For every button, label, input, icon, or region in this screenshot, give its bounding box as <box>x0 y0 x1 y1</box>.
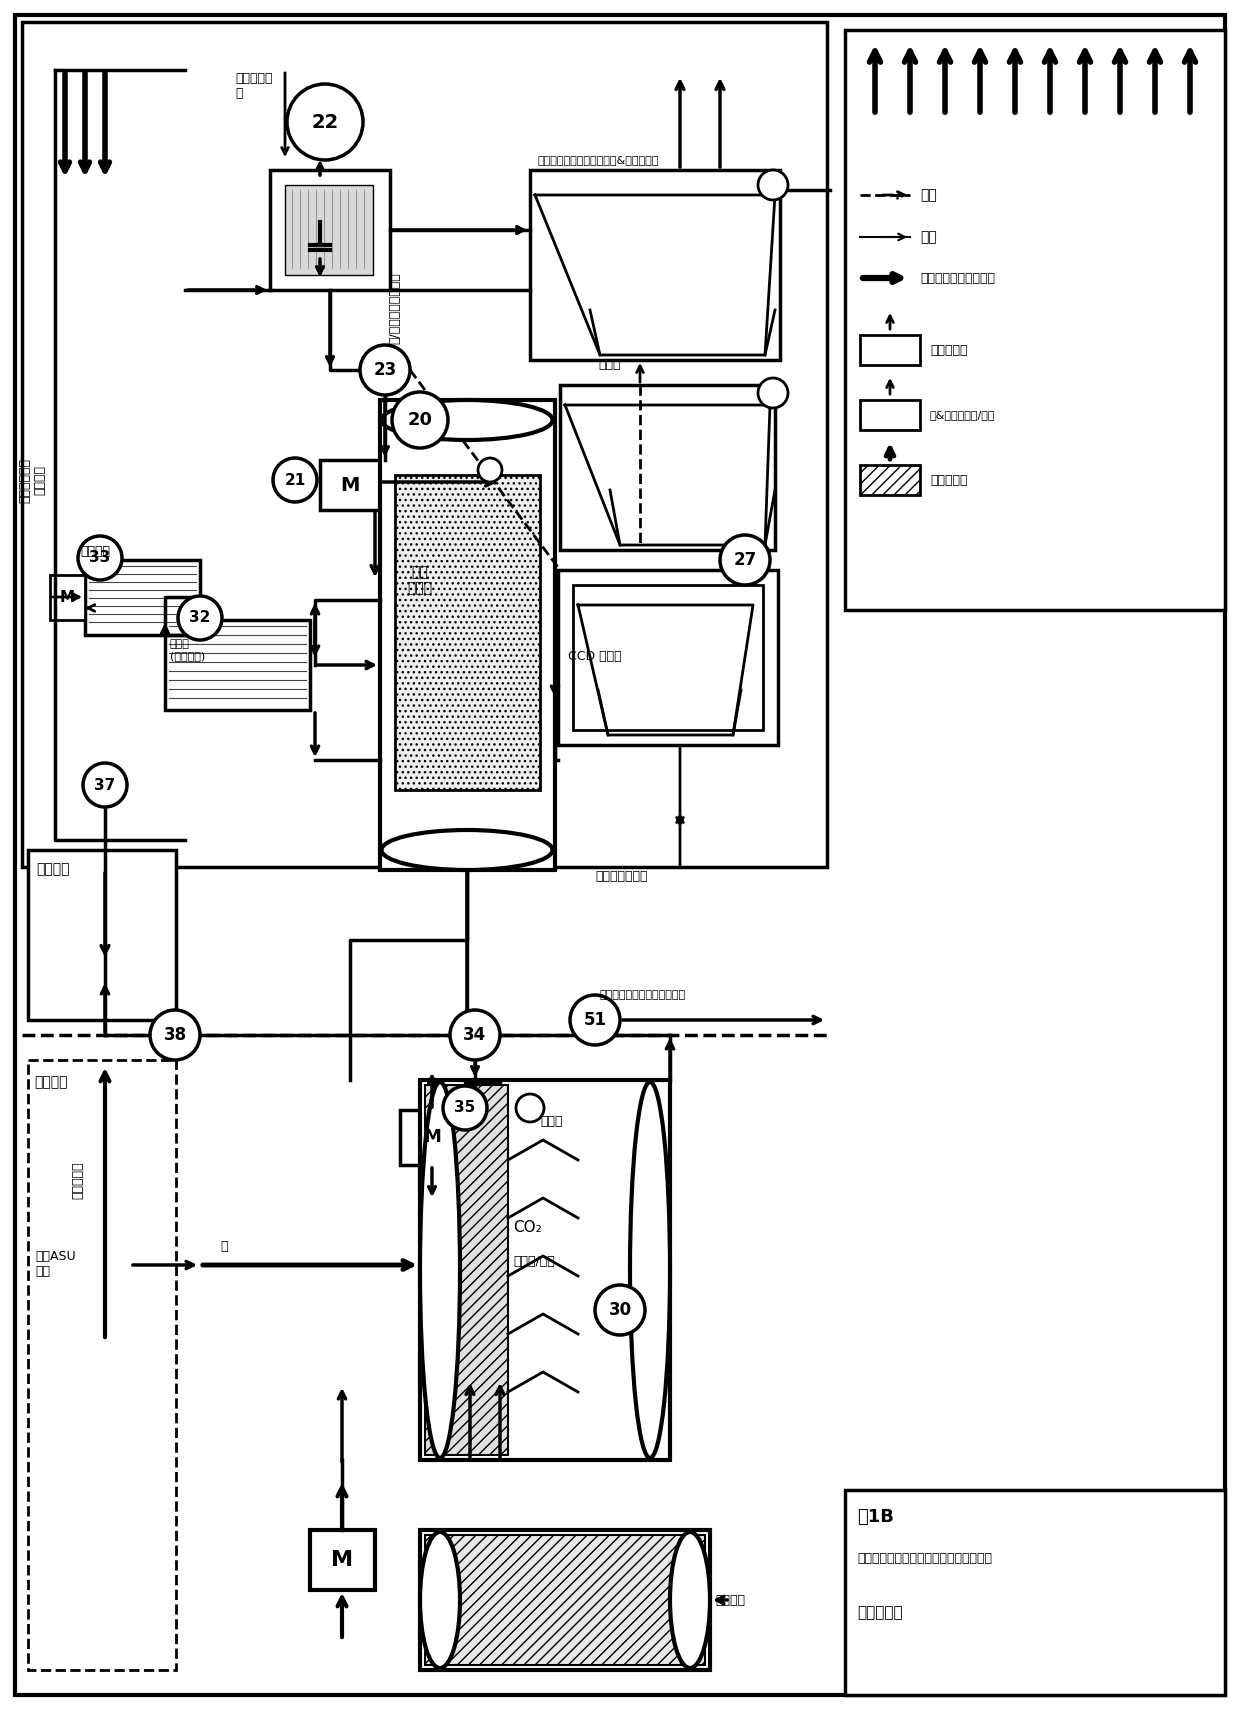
Circle shape <box>150 1009 200 1061</box>
Text: 水气: 水气 <box>920 229 936 245</box>
Bar <box>861 465 920 494</box>
Circle shape <box>78 536 122 580</box>
Bar <box>320 460 379 510</box>
Circle shape <box>443 1086 487 1129</box>
Circle shape <box>360 346 410 395</box>
Bar <box>560 385 775 549</box>
Text: 21: 21 <box>284 472 305 488</box>
Bar <box>22 22 827 867</box>
Text: 32: 32 <box>190 611 211 626</box>
Ellipse shape <box>420 1081 460 1458</box>
Text: 23: 23 <box>373 361 397 380</box>
Bar <box>420 1080 670 1459</box>
Bar <box>396 476 539 790</box>
Circle shape <box>286 84 363 161</box>
Text: 33: 33 <box>89 551 110 566</box>
Text: 补充碳盐溶
液: 补充碳盐溶 液 <box>236 72 273 99</box>
Text: 在岩石矿: 在岩石矿 <box>36 862 69 876</box>
Bar <box>844 31 1225 611</box>
Text: 伴放、至氧化板产物制造设施: 伴放、至氧化板产物制造设施 <box>600 991 686 999</box>
Bar <box>861 400 920 429</box>
Text: 氨&碳酸盐溶液/浆料: 氨&碳酸盐溶液/浆料 <box>930 411 996 419</box>
Text: 氨气: 氨气 <box>920 188 936 202</box>
Text: 组合成气: 组合成气 <box>715 1593 745 1607</box>
Bar <box>558 570 777 744</box>
Text: 理论上的碳捕获和永久保存工艺流程图。: 理论上的碳捕获和永久保存工艺流程图。 <box>857 1552 992 1566</box>
Text: 碳酸盐: 碳酸盐 <box>539 1116 563 1128</box>
Bar <box>425 1535 706 1665</box>
Circle shape <box>758 169 787 200</box>
Text: 35: 35 <box>454 1100 476 1116</box>
Circle shape <box>450 1009 500 1061</box>
Text: 来自ASU
的氧: 来自ASU 的氧 <box>35 1251 76 1278</box>
Text: 图1B: 图1B <box>857 1507 894 1526</box>
Bar <box>29 1061 176 1670</box>
Bar <box>165 619 310 710</box>
Text: 至气体涡轮: 至气体涡轮 <box>72 1162 84 1199</box>
Circle shape <box>595 1285 645 1335</box>
Bar <box>50 575 86 619</box>
Text: M: M <box>423 1128 441 1146</box>
Bar <box>425 1085 508 1454</box>
Bar <box>573 585 763 731</box>
Circle shape <box>758 378 787 407</box>
Text: 30: 30 <box>609 1300 631 1319</box>
Text: CCD 洗涤机: CCD 洗涤机 <box>568 650 621 662</box>
Text: M: M <box>340 476 360 494</box>
Circle shape <box>273 459 317 501</box>
Text: 氨冷凝器: 氨冷凝器 <box>81 546 110 558</box>
Bar <box>401 1110 465 1165</box>
Circle shape <box>720 536 770 585</box>
Text: 整流器
(氨气回收): 整流器 (氨气回收) <box>170 640 206 660</box>
Bar <box>844 1490 1225 1696</box>
Circle shape <box>516 1093 544 1122</box>
Bar <box>29 850 176 1020</box>
Text: 进一步脱水的碳酸盐岩浆料&成余氨回收: 进一步脱水的碳酸盐岩浆料&成余氨回收 <box>538 156 660 164</box>
Text: 37: 37 <box>94 777 115 792</box>
Text: M: M <box>331 1550 353 1571</box>
Text: CO₂: CO₂ <box>513 1220 542 1235</box>
Bar <box>310 1530 374 1590</box>
Text: 燃烧前捕获: 燃烧前捕获 <box>857 1605 903 1620</box>
Text: 清洗水: 清洗水 <box>598 358 620 371</box>
Ellipse shape <box>382 400 553 440</box>
Text: 浸出
反应器: 浸出 反应器 <box>408 565 433 595</box>
Text: 27: 27 <box>733 551 756 570</box>
Ellipse shape <box>382 830 553 869</box>
Ellipse shape <box>670 1531 711 1668</box>
Bar <box>420 1530 711 1670</box>
Circle shape <box>179 595 222 640</box>
Bar <box>529 169 780 359</box>
Text: 20: 20 <box>408 411 433 429</box>
Text: 泵/压头回收涡轮装置: 泵/压头回收涡轮装置 <box>388 272 402 344</box>
Text: 氢: 氢 <box>219 1240 227 1252</box>
Text: 在发电厂: 在发电厂 <box>33 1075 67 1088</box>
Text: 51: 51 <box>584 1011 606 1028</box>
Circle shape <box>392 392 448 448</box>
Text: 碳酸盐溶液: 碳酸盐溶液 <box>930 344 967 356</box>
Text: 经预处理的硅酸盐岩石: 经预处理的硅酸盐岩石 <box>920 272 994 284</box>
Bar <box>270 169 391 289</box>
Text: 38: 38 <box>164 1027 186 1044</box>
Bar <box>379 400 556 869</box>
Ellipse shape <box>420 1531 460 1668</box>
Bar <box>285 185 373 275</box>
Text: 回收的碳盐溶液: 回收的碳盐溶液 <box>595 869 647 883</box>
Text: 经预处理的硅
酸盐岩石: 经预处理的硅 酸盐岩石 <box>19 457 46 503</box>
Text: 吸收塔/洗塔: 吸收塔/洗塔 <box>513 1254 554 1268</box>
Text: M: M <box>60 590 74 606</box>
Ellipse shape <box>630 1081 670 1458</box>
Text: 34: 34 <box>464 1027 486 1044</box>
Circle shape <box>83 763 126 808</box>
Circle shape <box>570 996 620 1045</box>
Bar <box>861 335 920 364</box>
Bar <box>86 559 200 635</box>
Text: 22: 22 <box>311 113 339 132</box>
Circle shape <box>477 459 502 483</box>
Text: 富矿矿浆料: 富矿矿浆料 <box>930 474 967 486</box>
